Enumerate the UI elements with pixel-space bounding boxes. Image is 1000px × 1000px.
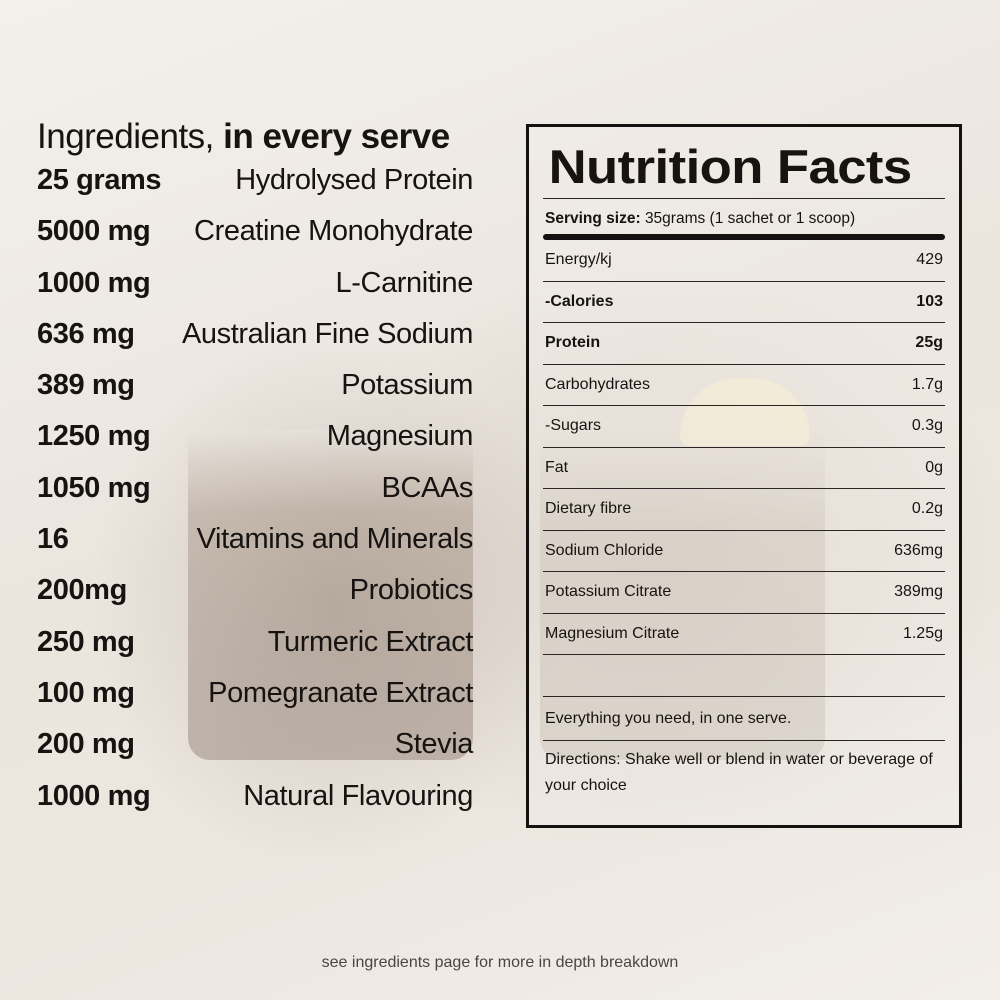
ingredient-amount: 16 xyxy=(37,523,69,556)
ingredient-name: Vitamins and Minerals xyxy=(196,523,474,556)
nutrition-value: 1.25g xyxy=(902,624,943,642)
nutrition-label: Fat xyxy=(545,458,569,476)
nutrition-row-fat: Fat 0g xyxy=(543,448,945,489)
ingredient-name: Australian Fine Sodium xyxy=(181,317,473,350)
nutrition-value: 0.2g xyxy=(911,500,943,518)
ingredient-amount: 5000 mg xyxy=(37,215,151,248)
nutrition-row-sugars: -Sugars 0.3g xyxy=(543,406,945,448)
ingredient-amount: 250 mg xyxy=(37,625,135,658)
ingredient-amount: 1000 mg xyxy=(37,779,151,812)
ingredient-name: L-Carnitine xyxy=(335,266,474,299)
nutrition-label: Magnesium Citrate xyxy=(545,624,680,642)
ingredient-row: 200 mg Stevia xyxy=(37,728,473,779)
ingredient-row: 636 mg Australian Fine Sodium xyxy=(37,318,473,369)
ingredient-row: 100 mg Pomegranate Extract xyxy=(37,677,473,728)
nutrition-label: -Calories xyxy=(545,292,614,310)
nutrition-value: 0.3g xyxy=(911,417,943,435)
nutrition-row-carbohydrates: Carbohydrates 1.7g xyxy=(543,365,945,406)
nutrition-directions: Directions: Shake well or blend in water… xyxy=(545,750,933,794)
nutrition-label: Protein xyxy=(545,334,601,352)
ingredient-row: 389 mg Potassium xyxy=(37,369,473,420)
ingredient-name: Magnesium xyxy=(326,420,474,453)
ingredient-name: Creatine Monohydrate xyxy=(194,215,473,248)
nutrition-label: Sodium Chloride xyxy=(545,541,664,559)
ingredient-name: Pomegranate Extract xyxy=(208,676,473,709)
thick-divider xyxy=(543,234,945,240)
nutrition-value: 429 xyxy=(916,251,943,269)
nutrition-row-energy: Energy/kj 429 xyxy=(543,240,945,282)
ingredient-row: 16 Vitamins and Minerals xyxy=(37,523,473,574)
ingredient-row: 1000 mg Natural Flavouring xyxy=(37,780,473,831)
nutrition-row-calories: -Calories 103 xyxy=(543,282,945,323)
nutrition-value: 389mg xyxy=(894,583,943,601)
ingredients-title: Ingredients, in every serve xyxy=(37,116,473,158)
ingredient-amount: 636 mg xyxy=(37,317,135,350)
ingredient-amount: 1250 mg xyxy=(37,420,151,453)
ingredient-row: 1000 mg L-Carnitine xyxy=(37,267,473,318)
ingredients-title-regular: Ingredients, xyxy=(37,117,214,156)
ingredient-amount: 200mg xyxy=(37,574,127,607)
nutrition-row-protein: Protein 25g xyxy=(543,323,945,365)
nutrition-label: Dietary fibre xyxy=(545,500,632,518)
ingredients-panel: Ingredients, in every serve 25 grams Hyd… xyxy=(37,116,473,831)
smoothie-glass-image xyxy=(540,430,825,760)
nutrition-row-potassium-citrate: Potassium Citrate 389mg xyxy=(543,572,945,614)
serving-size-value: 35grams (1 sachet or 1 scoop) xyxy=(644,210,856,227)
ingredients-title-bold: in every serve xyxy=(223,117,450,156)
ingredient-name: Stevia xyxy=(394,728,474,761)
ingredient-name: Hydrolysed Protein xyxy=(235,164,473,196)
ingredient-row: 25 grams Hydrolysed Protein xyxy=(37,164,473,215)
drink-glass-image xyxy=(188,430,473,760)
ingredient-name: Potassium xyxy=(341,369,473,402)
ingredient-amount: 1000 mg xyxy=(37,266,151,299)
nutrition-value: 636mg xyxy=(894,541,943,559)
nutrition-facts-title: Nutrition Facts xyxy=(548,140,913,193)
ingredient-name: Probiotics xyxy=(349,574,474,607)
nutrition-value: 103 xyxy=(916,292,943,310)
nutrition-row-sodium-chloride: Sodium Chloride 636mg xyxy=(543,531,945,572)
ingredient-amount: 389 mg xyxy=(37,369,135,402)
nutrition-label: -Sugars xyxy=(545,417,602,435)
ingredient-row: 1050 mg BCAAs xyxy=(37,472,473,523)
nutrition-row-magnesium-citrate: Magnesium Citrate 1.25g xyxy=(543,614,945,655)
nutrition-value: 1.7g xyxy=(911,375,943,393)
nutrition-label: Energy/kj xyxy=(545,251,612,269)
serving-size-label: Serving size: xyxy=(545,210,641,227)
ingredient-amount: 25 grams xyxy=(37,164,162,196)
ingredient-name: Turmeric Extract xyxy=(267,625,474,658)
serving-size: Serving size: 35grams (1 sachet or 1 sco… xyxy=(543,199,945,234)
nutrition-row-dietary-fibre: Dietary fibre 0.2g xyxy=(543,489,945,531)
nutrition-label: Potassium Citrate xyxy=(545,583,672,601)
nutrition-note: Everything you need, in one serve. xyxy=(543,697,945,741)
nutrition-value: 25g xyxy=(915,334,943,352)
ingredient-row: 250 mg Turmeric Extract xyxy=(37,626,473,677)
nutrition-value: 0g xyxy=(925,458,943,476)
ingredient-row: 200mg Probiotics xyxy=(37,574,473,625)
ingredient-amount: 1050 mg xyxy=(37,471,151,504)
ingredients-list: 25 grams Hydrolysed Protein 5000 mg Crea… xyxy=(37,164,473,831)
nutrition-label: Carbohydrates xyxy=(545,375,650,393)
blank-row xyxy=(543,655,945,697)
ingredient-amount: 100 mg xyxy=(37,676,135,709)
divider xyxy=(543,198,945,199)
ingredient-name: Natural Flavouring xyxy=(243,779,473,812)
nutrition-facts-panel: Nutrition Facts Serving size: 35grams (1… xyxy=(526,124,962,828)
ingredient-amount: 200 mg xyxy=(37,728,135,761)
footer-note: see ingredients page for more in depth b… xyxy=(321,954,679,971)
ingredient-row: 1250 mg Magnesium xyxy=(37,420,473,471)
ingredient-name: BCAAs xyxy=(381,471,474,504)
ingredient-row: 5000 mg Creatine Monohydrate xyxy=(37,215,473,266)
